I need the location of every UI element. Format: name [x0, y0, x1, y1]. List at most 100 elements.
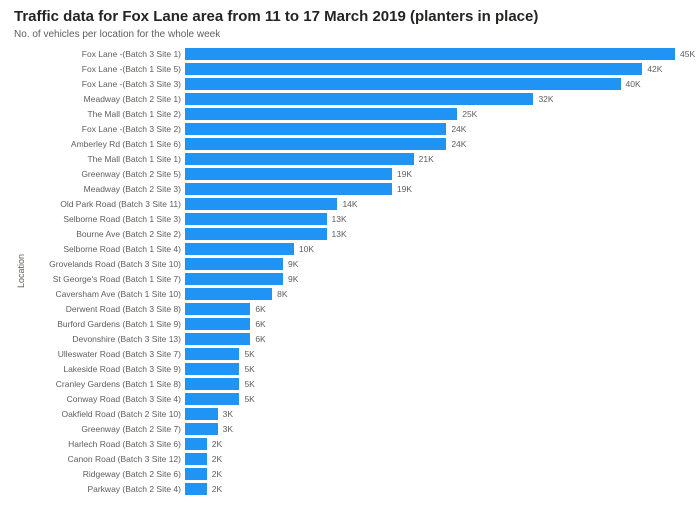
bar-category-label: Selborne Road (Batch 1 Site 3): [26, 214, 185, 224]
bar-track: 13K: [185, 211, 695, 226]
bar[interactable]: [185, 273, 283, 285]
bar-value-label: 5K: [244, 379, 254, 389]
bar-row: Amberley Rd (Batch 1 Site 6)24K: [26, 136, 695, 151]
bar-category-label: Greenway (Batch 2 Site 7): [26, 424, 185, 434]
bar-value-label: 32K: [538, 94, 553, 104]
bar[interactable]: [185, 438, 207, 450]
bar[interactable]: [185, 483, 207, 495]
bar-track: 40K: [185, 76, 695, 91]
bar[interactable]: [185, 453, 207, 465]
bar-row: Greenway (Batch 2 Site 7) 3K: [26, 421, 695, 436]
bar[interactable]: [185, 183, 392, 195]
bar-row: The Mall (Batch 1 Site 2)25K: [26, 106, 695, 121]
bar[interactable]: [185, 78, 621, 90]
bar-track: 42K: [185, 61, 695, 76]
bar-track: 3K: [185, 406, 695, 421]
bar[interactable]: [185, 408, 218, 420]
bar-row: Fox Lane -(Batch 1 Site 5)42K: [26, 61, 695, 76]
bar-value-label: 24K: [451, 124, 466, 134]
bar-track: 24K: [185, 121, 695, 136]
bar-value-label: 19K: [397, 184, 412, 194]
bar-row: Meadway (Batch 2 Site 1)32K: [26, 91, 695, 106]
bar-category-label: Lakeside Road (Batch 3 Site 9): [26, 364, 185, 374]
bar-track: 6K: [185, 331, 695, 346]
bar-category-label: Derwent Road (Batch 3 Site 8): [26, 304, 185, 314]
bar-row: Canon Road (Batch 3 Site 12) 2K: [26, 451, 695, 466]
bar-value-label: 13K: [332, 214, 347, 224]
bar[interactable]: [185, 108, 457, 120]
bar-row: Selborne Road (Batch 1 Site 4) 10K: [26, 241, 695, 256]
bar-category-label: Parkway (Batch 2 Site 4): [26, 484, 185, 494]
bar-row: Derwent Road (Batch 3 Site 8)6K: [26, 301, 695, 316]
bar[interactable]: [185, 123, 446, 135]
bar-value-label: 2K: [212, 484, 222, 494]
chart-title: Traffic data for Fox Lane area from 11 t…: [14, 8, 686, 25]
bar[interactable]: [185, 48, 675, 60]
bar-track: 32K: [185, 91, 695, 106]
bar-value-label: 19K: [397, 169, 412, 179]
bar-row: Ridgeway (Batch 2 Site 6) 2K: [26, 466, 695, 481]
bar-category-label: Conway Road (Batch 3 Site 4): [26, 394, 185, 404]
bar-track: 21K: [185, 151, 695, 166]
bar-category-label: Amberley Rd (Batch 1 Site 6): [26, 139, 185, 149]
bar-track: 2K: [185, 436, 695, 451]
bar-category-label: Canon Road (Batch 3 Site 12): [26, 454, 185, 464]
bar[interactable]: [185, 378, 239, 390]
bar-category-label: Oakfield Road (Batch 2 Site 10): [26, 409, 185, 419]
bar[interactable]: [185, 168, 392, 180]
chart-subtitle: No. of vehicles per location for the who…: [14, 29, 686, 40]
bar-value-label: 2K: [212, 469, 222, 479]
bar[interactable]: [185, 93, 533, 105]
bar-row: Fox Lane -(Batch 3 Site 1)45K: [26, 46, 695, 61]
bar[interactable]: [185, 198, 337, 210]
bar-value-label: 10K: [299, 244, 314, 254]
bar-track: 9K: [185, 256, 695, 271]
bar-category-label: Harlech Road (Batch 3 Site 6): [26, 439, 185, 449]
bar-category-label: The Mall (Batch 1 Site 1): [26, 154, 185, 164]
bar[interactable]: [185, 303, 250, 315]
bar-row: The Mall (Batch 1 Site 1) 21K: [26, 151, 695, 166]
bar[interactable]: [185, 363, 239, 375]
bar-value-label: 45K: [680, 49, 695, 59]
bar[interactable]: [185, 423, 218, 435]
bar[interactable]: [185, 243, 294, 255]
bar[interactable]: [185, 213, 327, 225]
bar-track: 9K: [185, 271, 695, 286]
bar-category-label: Ridgeway (Batch 2 Site 6): [26, 469, 185, 479]
bar[interactable]: [185, 138, 446, 150]
bar[interactable]: [185, 468, 207, 480]
bar[interactable]: [185, 288, 272, 300]
bar[interactable]: [185, 153, 414, 165]
bar-track: 14K: [185, 196, 695, 211]
bar-category-label: Grovelands Road (Batch 3 Site 10): [26, 259, 185, 269]
bar-row: Meadway (Batch 2 Site 3)19K: [26, 181, 695, 196]
y-axis-label: Location: [14, 254, 26, 288]
bar-row: Harlech Road (Batch 3 Site 6)2K: [26, 436, 695, 451]
bar[interactable]: [185, 393, 239, 405]
bar-row: Old Park Road (Batch 3 Site 11)14K: [26, 196, 695, 211]
bar-row: Oakfield Road (Batch 2 Site 10)3K: [26, 406, 695, 421]
bar-value-label: 14K: [342, 199, 357, 209]
bar-value-label: 21K: [419, 154, 434, 164]
bar[interactable]: [185, 228, 327, 240]
bar[interactable]: [185, 333, 250, 345]
bar-row: Conway Road (Batch 3 Site 4)5K: [26, 391, 695, 406]
bar[interactable]: [185, 318, 250, 330]
bar-row: Devonshire (Batch 3 Site 13)6K: [26, 331, 695, 346]
bar-value-label: 5K: [244, 349, 254, 359]
bar-value-label: 9K: [288, 274, 298, 284]
bar-row: Fox Lane -(Batch 3 Site 3)40K: [26, 76, 695, 91]
bar[interactable]: [185, 348, 239, 360]
bar-category-label: Devonshire (Batch 3 Site 13): [26, 334, 185, 344]
bar[interactable]: [185, 258, 283, 270]
bar-track: 5K: [185, 376, 695, 391]
bar-row: Ulleswater Road (Batch 3 Site 7) 5K: [26, 346, 695, 361]
bar[interactable]: [185, 63, 642, 75]
bar-value-label: 5K: [244, 364, 254, 374]
bar-value-label: 3K: [223, 424, 233, 434]
bar-value-label: 2K: [212, 454, 222, 464]
bar-track: 6K: [185, 301, 695, 316]
bar-category-label: Ulleswater Road (Batch 3 Site 7): [26, 349, 185, 359]
bar-category-label: Selborne Road (Batch 1 Site 4): [26, 244, 185, 254]
bar-track: 19K: [185, 166, 695, 181]
